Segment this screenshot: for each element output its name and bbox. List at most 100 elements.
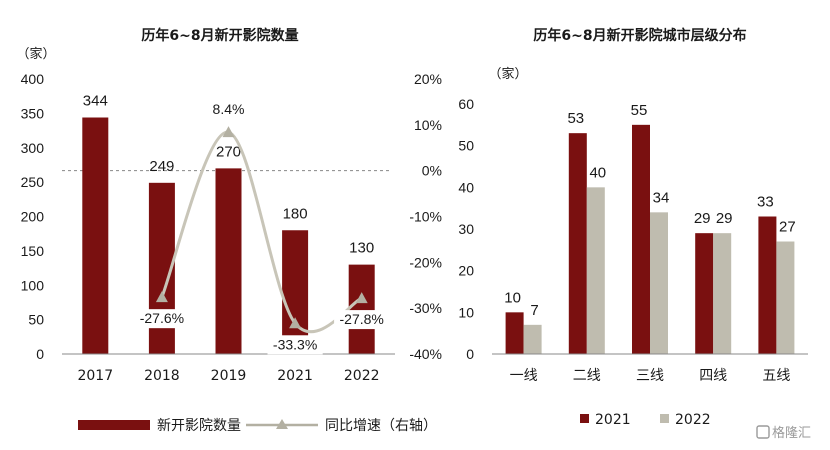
bar-value-label: 249 [149,158,174,175]
y-axis-tick-label: 60 [458,96,474,112]
chart-right-bar-labels: 10 53 55 29 33 7 40 34 29 27 [504,102,795,319]
chart-left-left-axis: 0 50 100 150 200 250 300 350 400 [21,71,45,362]
bar-value-label: 29 [694,210,711,227]
left-axis-tick-label: 400 [21,71,45,87]
bar-value-label: 40 [589,164,606,181]
bar-value-label: 53 [567,110,584,127]
growth-value-label: 8.4% [213,101,245,117]
bar-2017 [82,117,109,354]
bar-五线-2022 [776,241,795,354]
right-axis-tick-label: -20% [409,254,442,270]
right-axis-tick-label: 20% [414,71,442,87]
left-axis-tick-label: 0 [36,346,44,362]
bar-2021 [282,230,309,354]
category-label: 2018 [144,368,180,384]
legend-label-2021: 2021 [595,412,631,428]
bar-value-label: 130 [349,240,374,257]
left-axis-tick-label: 200 [21,209,45,225]
category-label: 2022 [344,368,380,384]
bar-value-label: 27 [779,219,796,236]
chart-left-growth-points [155,126,368,329]
chart-right-axis-unit: （家） [488,66,527,82]
chart-left-right-axis: -40% -30% -20% -10% 0% 10% 20% [409,71,442,362]
bar-value-label: 55 [631,102,648,119]
chart-left-growth-line [160,130,363,334]
bar-二线-2021 [568,133,587,354]
category-label: 五线 [762,368,790,384]
bar-三线-2021 [632,124,650,354]
category-label: 四线 [699,368,727,384]
category-label: 2019 [211,368,247,384]
bar-value-label: 29 [716,210,733,227]
bar-value-label: 344 [83,93,108,110]
right-axis-tick-label: 10% [414,117,442,133]
y-axis-tick-label: 40 [458,179,474,195]
bar-value-label: 180 [283,205,308,222]
bar-三线-2022 [650,212,668,354]
chart-right-categories: 一线 二线 三线 四线 五线 [510,368,791,384]
bar-2019 [215,168,242,354]
growth-point-marker [155,291,168,303]
chart-right: 历年6~8月新开影院城市层级分布 （家） 0 10 20 30 40 50 60 一线 二线 三… [458,27,808,428]
chart-right-title: 历年6~8月新开影院城市层级分布 [533,27,746,44]
left-axis-tick-label: 250 [21,174,45,190]
y-axis-tick-label: 50 [458,138,474,154]
bar-value-label: 7 [530,302,538,319]
y-axis-tick-label: 30 [458,221,474,237]
legend-label-2022: 2022 [675,412,711,428]
chart-right-bars [505,124,795,354]
growth-label-background [334,310,390,330]
right-axis-tick-label: -10% [409,209,442,225]
growth-point-marker [222,126,235,138]
growth-label-background [134,309,190,329]
chart-left: 历年6~8月新开影院数量 （家） 0 50 100 150 200 250 300 350 40… [16,27,442,434]
growth-label-background [209,100,248,120]
bar-五线-2021 [758,216,777,354]
bar-value-label: 33 [757,194,774,211]
left-axis-tick-label: 350 [21,105,45,121]
bar-2022 [348,264,375,354]
legend-swatch-2022 [660,414,669,423]
chart-left-legend: 新开影院数量 同比增速（右轴） [78,418,437,434]
bar-一线-2022 [523,324,542,354]
bar-四线-2022 [713,233,732,354]
bar-value-label: 270 [216,143,241,160]
category-label: 2021 [277,368,313,384]
left-axis-tick-label: 100 [21,277,45,293]
growth-label-background [267,335,323,355]
watermark: 格隆汇 [756,425,811,441]
growth-value-label: -27.6% [140,310,184,326]
chart-right-y-axis: 0 10 20 30 40 50 60 [458,96,474,362]
chart-right-legend: 2021 2022 [580,412,711,428]
left-axis-tick-label: 50 [28,312,44,328]
left-axis-tick-label: 300 [21,140,45,156]
legend-swatch-2021 [580,414,589,423]
y-axis-tick-label: 0 [466,346,474,362]
chart-left-bar-labels: 344 249 270 180 130 [83,93,374,257]
watermark-text: 格隆汇 [772,425,811,441]
chart-left-growth-labels: -27.6% 8.4% -33.3% -27.8% [134,100,390,355]
right-axis-tick-label: 0% [422,163,442,179]
category-label: 三线 [636,368,664,384]
growth-value-label: -33.3% [273,336,317,352]
growth-point-marker [355,292,368,304]
chart-left-title: 历年6~8月新开影院数量 [141,27,298,44]
legend-label-bars: 新开影院数量 [157,418,241,434]
category-label: 二线 [573,368,601,384]
bar-二线-2022 [586,187,605,354]
watermark-logo-icon [756,425,770,439]
legend-swatch-bars [78,420,150,430]
left-axis-tick-label: 150 [21,243,45,259]
chart-left-categories: 2017 2018 2019 2021 2022 [77,368,379,384]
right-axis-tick-label: -30% [409,300,442,316]
right-axis-tick-label: -40% [409,346,442,362]
bar-value-label: 10 [504,289,521,306]
chart-left-left-axis-unit: （家） [16,46,55,62]
bar-value-label: 34 [653,189,670,206]
y-axis-tick-label: 20 [458,263,474,279]
bar-四线-2021 [695,233,714,354]
growth-point-marker [289,317,302,329]
y-axis-tick-label: 10 [458,304,474,320]
growth-value-label: -27.8% [340,311,384,327]
